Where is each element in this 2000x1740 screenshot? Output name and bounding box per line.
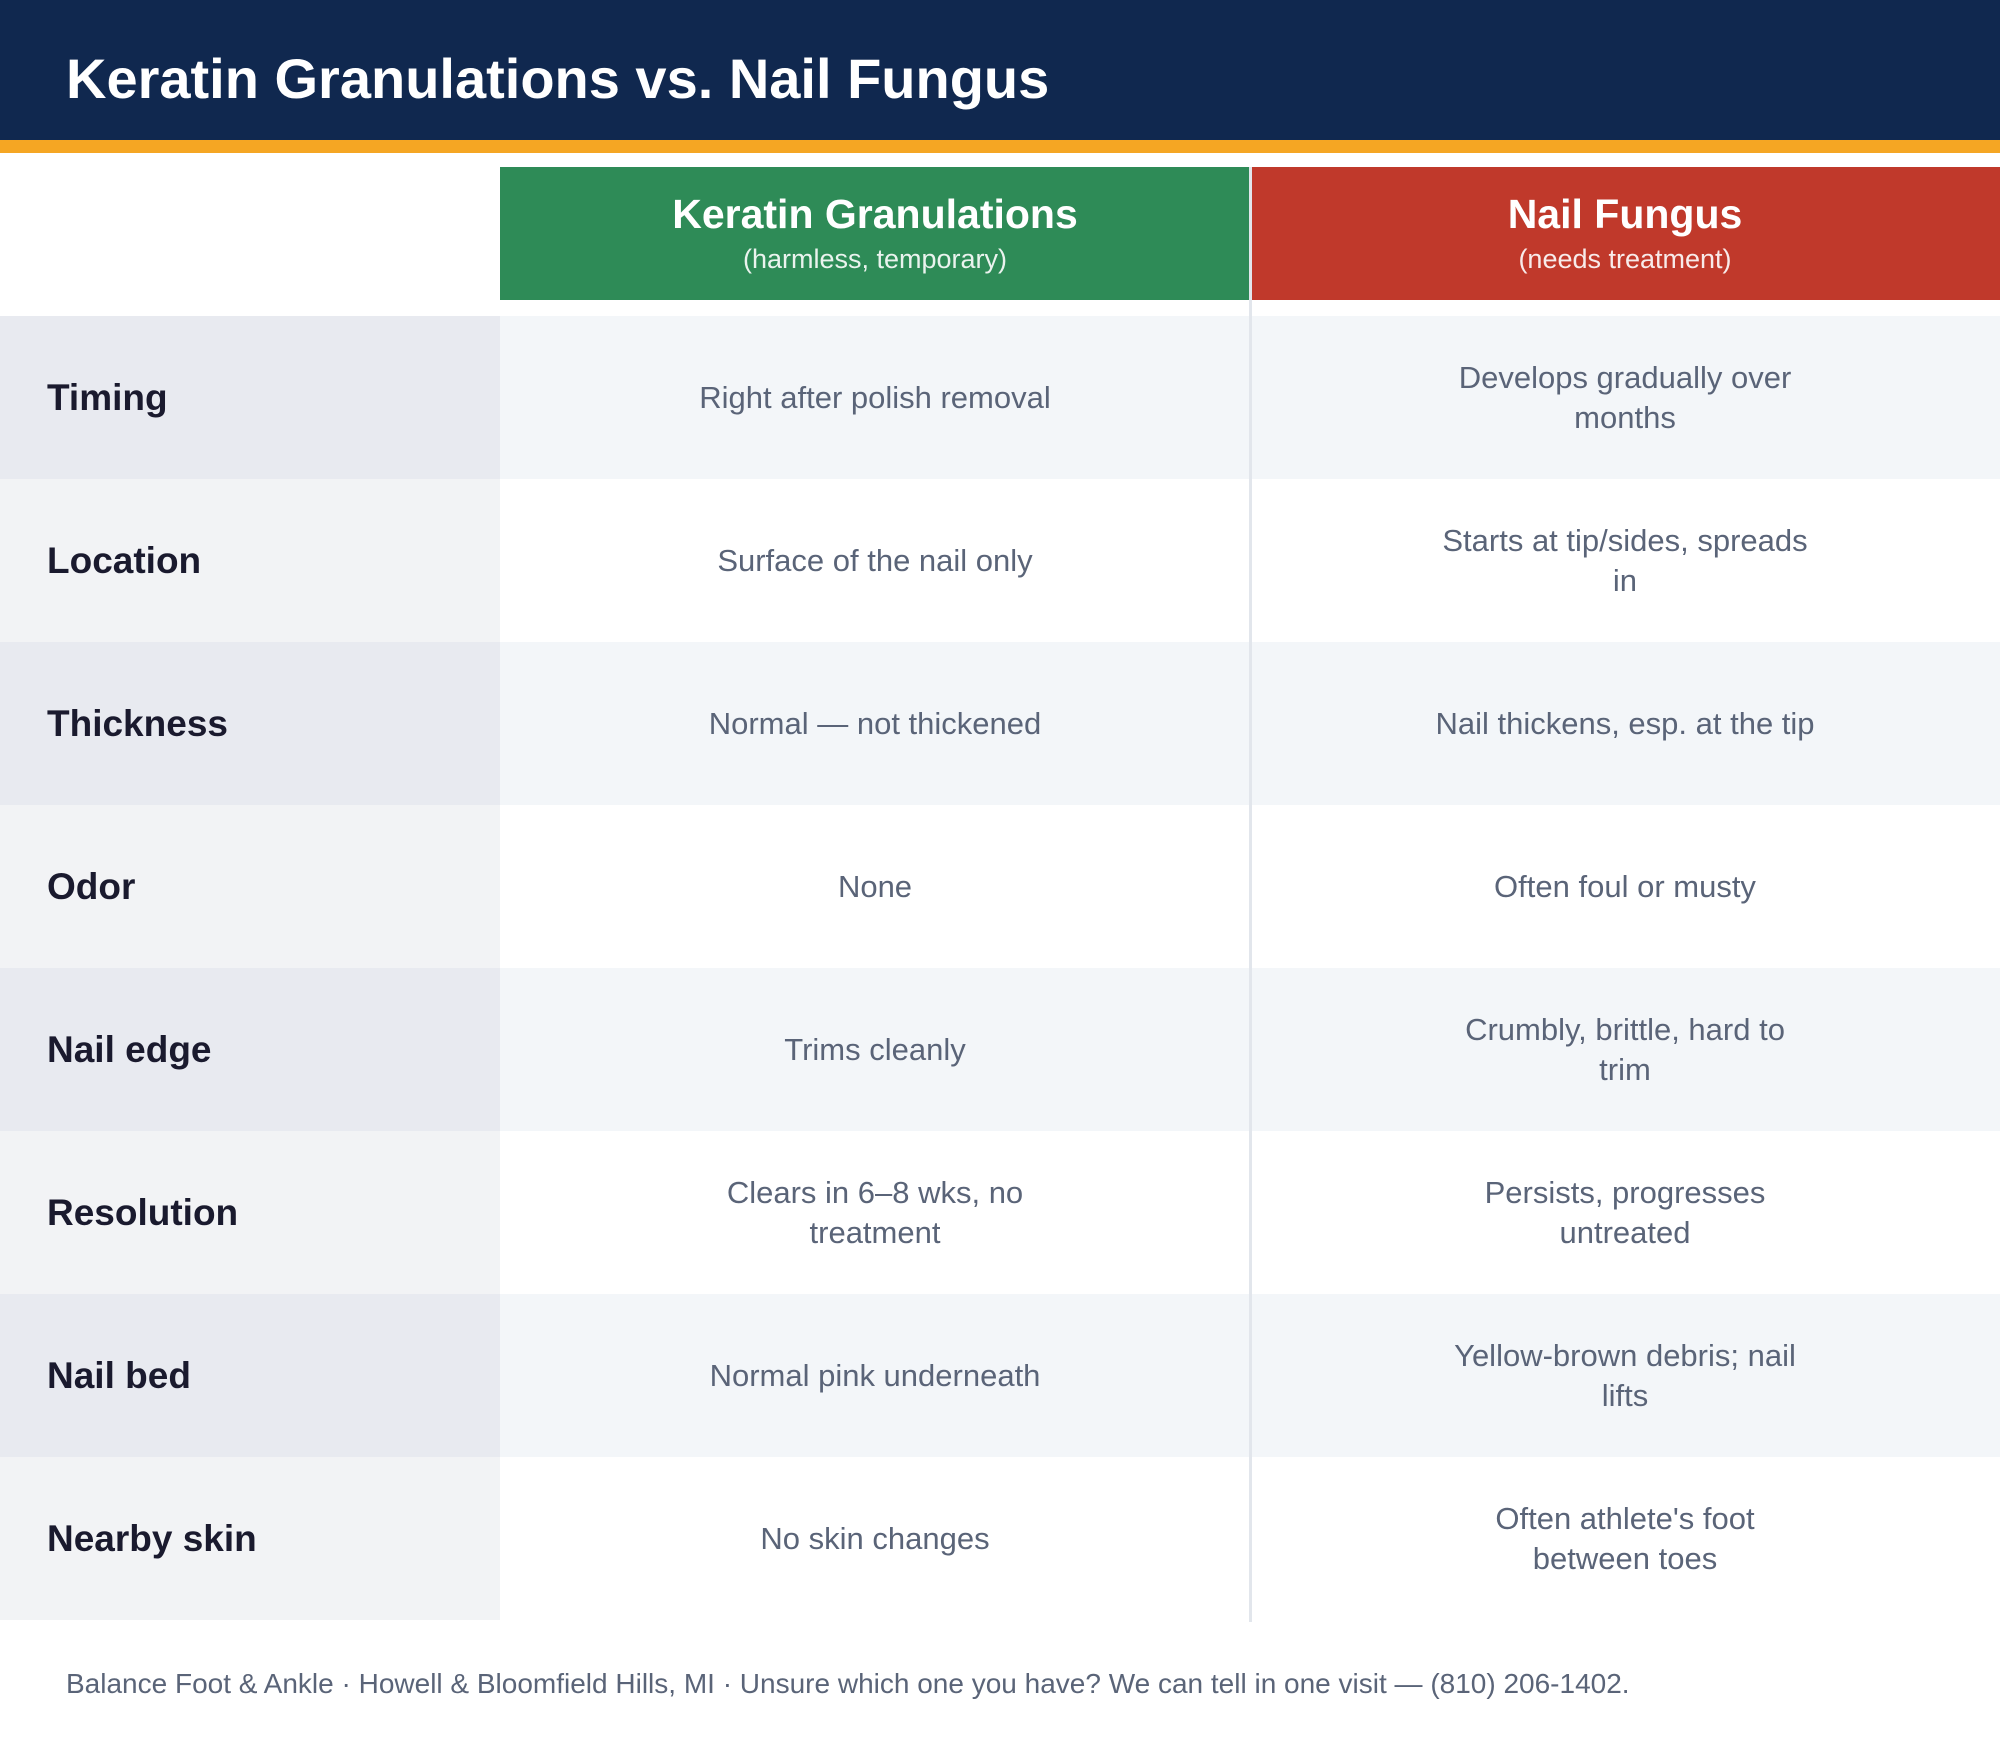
cell: Persists, progresses untreated bbox=[1250, 1131, 2000, 1294]
row-label: Nearby skin bbox=[0, 1457, 500, 1620]
cell: Often athlete's foot between toes bbox=[1250, 1457, 2000, 1620]
row-label: Resolution bbox=[0, 1131, 500, 1294]
cell: Normal pink underneath bbox=[500, 1294, 1250, 1457]
cell-text: Crumbly, brittle, hard to trim bbox=[1465, 1011, 1785, 1087]
cell-text: Right after polish removal bbox=[699, 379, 1051, 415]
cell-text: Trims cleanly bbox=[784, 1031, 966, 1067]
cell: Develops gradually over months bbox=[1250, 316, 2000, 479]
cell-text: Normal — not thickened bbox=[708, 705, 1042, 741]
column-divider bbox=[1249, 167, 1252, 1622]
column-header: Keratin Granulations (harmless, temporary… bbox=[500, 167, 1250, 300]
cell: Yellow-brown debris; nail lifts bbox=[1250, 1294, 2000, 1457]
cell-text: Yellow-brown debris; nail lifts bbox=[1454, 1337, 1796, 1413]
cell: Starts at tip/sides, spreads in bbox=[1250, 479, 2000, 642]
header-bar: Keratin Granulations vs. Nail Fungus bbox=[0, 0, 2000, 140]
column-title: Nail Fungus bbox=[1507, 190, 1743, 237]
cell-text: Nail thickens, esp. at the tip bbox=[1435, 705, 1815, 741]
cell-text: Develops gradually over months bbox=[1458, 359, 1792, 435]
cell: Normal — not thickened bbox=[500, 642, 1250, 805]
cell: Right after polish removal bbox=[500, 316, 1250, 479]
column-subtitle: (harmless, temporary) bbox=[742, 243, 1008, 274]
accent-stripe bbox=[0, 140, 2000, 153]
cell-text: Often foul or musty bbox=[1494, 868, 1756, 904]
cell-text: No skin changes bbox=[760, 1520, 990, 1556]
row-label: Nail bed bbox=[0, 1294, 500, 1457]
cell-text: Starts at tip/sides, spreads in bbox=[1442, 522, 1808, 598]
cell-text: Normal pink underneath bbox=[709, 1357, 1041, 1393]
row-label: Location bbox=[0, 479, 500, 642]
column-header: Nail Fungus (needs treatment) bbox=[1250, 167, 2000, 300]
cell: Surface of the nail only bbox=[500, 479, 1250, 642]
cell-text: Often athlete's foot between toes bbox=[1495, 1500, 1755, 1576]
page-title: Keratin Granulations vs. Nail Fungus bbox=[66, 47, 1050, 110]
cell-text: Persists, progresses untreated bbox=[1484, 1174, 1766, 1250]
footer: Balance Foot & Ankle · Howell & Bloomfie… bbox=[66, 1668, 1630, 1699]
cell: Clears in 6–8 wks, no treatment bbox=[500, 1131, 1250, 1294]
row-label: Thickness bbox=[0, 642, 500, 805]
cell: Often foul or musty bbox=[1250, 805, 2000, 968]
cell: Nail thickens, esp. at the tip bbox=[1250, 642, 2000, 805]
cell: Crumbly, brittle, hard to trim bbox=[1250, 968, 2000, 1131]
row-label: Nail edge bbox=[0, 968, 500, 1131]
cell-text: Clears in 6–8 wks, no treatment bbox=[726, 1174, 1024, 1250]
column-title: Keratin Granulations bbox=[672, 190, 1078, 237]
column-subtitle: (needs treatment) bbox=[1518, 243, 1732, 274]
cell: None bbox=[500, 805, 1250, 968]
row-label: Odor bbox=[0, 805, 500, 968]
cell: No skin changes bbox=[500, 1457, 1250, 1620]
cell: Trims cleanly bbox=[500, 968, 1250, 1131]
cell-text: Surface of the nail only bbox=[717, 542, 1033, 578]
row-label: Timing bbox=[0, 316, 500, 479]
cell-text: None bbox=[837, 868, 913, 904]
